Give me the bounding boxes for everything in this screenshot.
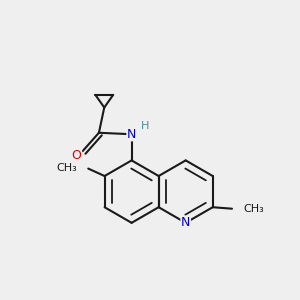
Text: CH₃: CH₃ (56, 163, 77, 173)
Text: O: O (72, 149, 82, 162)
Text: H: H (141, 121, 149, 131)
Text: N: N (127, 128, 136, 141)
Text: CH₃: CH₃ (243, 204, 264, 214)
Text: N: N (181, 216, 190, 229)
